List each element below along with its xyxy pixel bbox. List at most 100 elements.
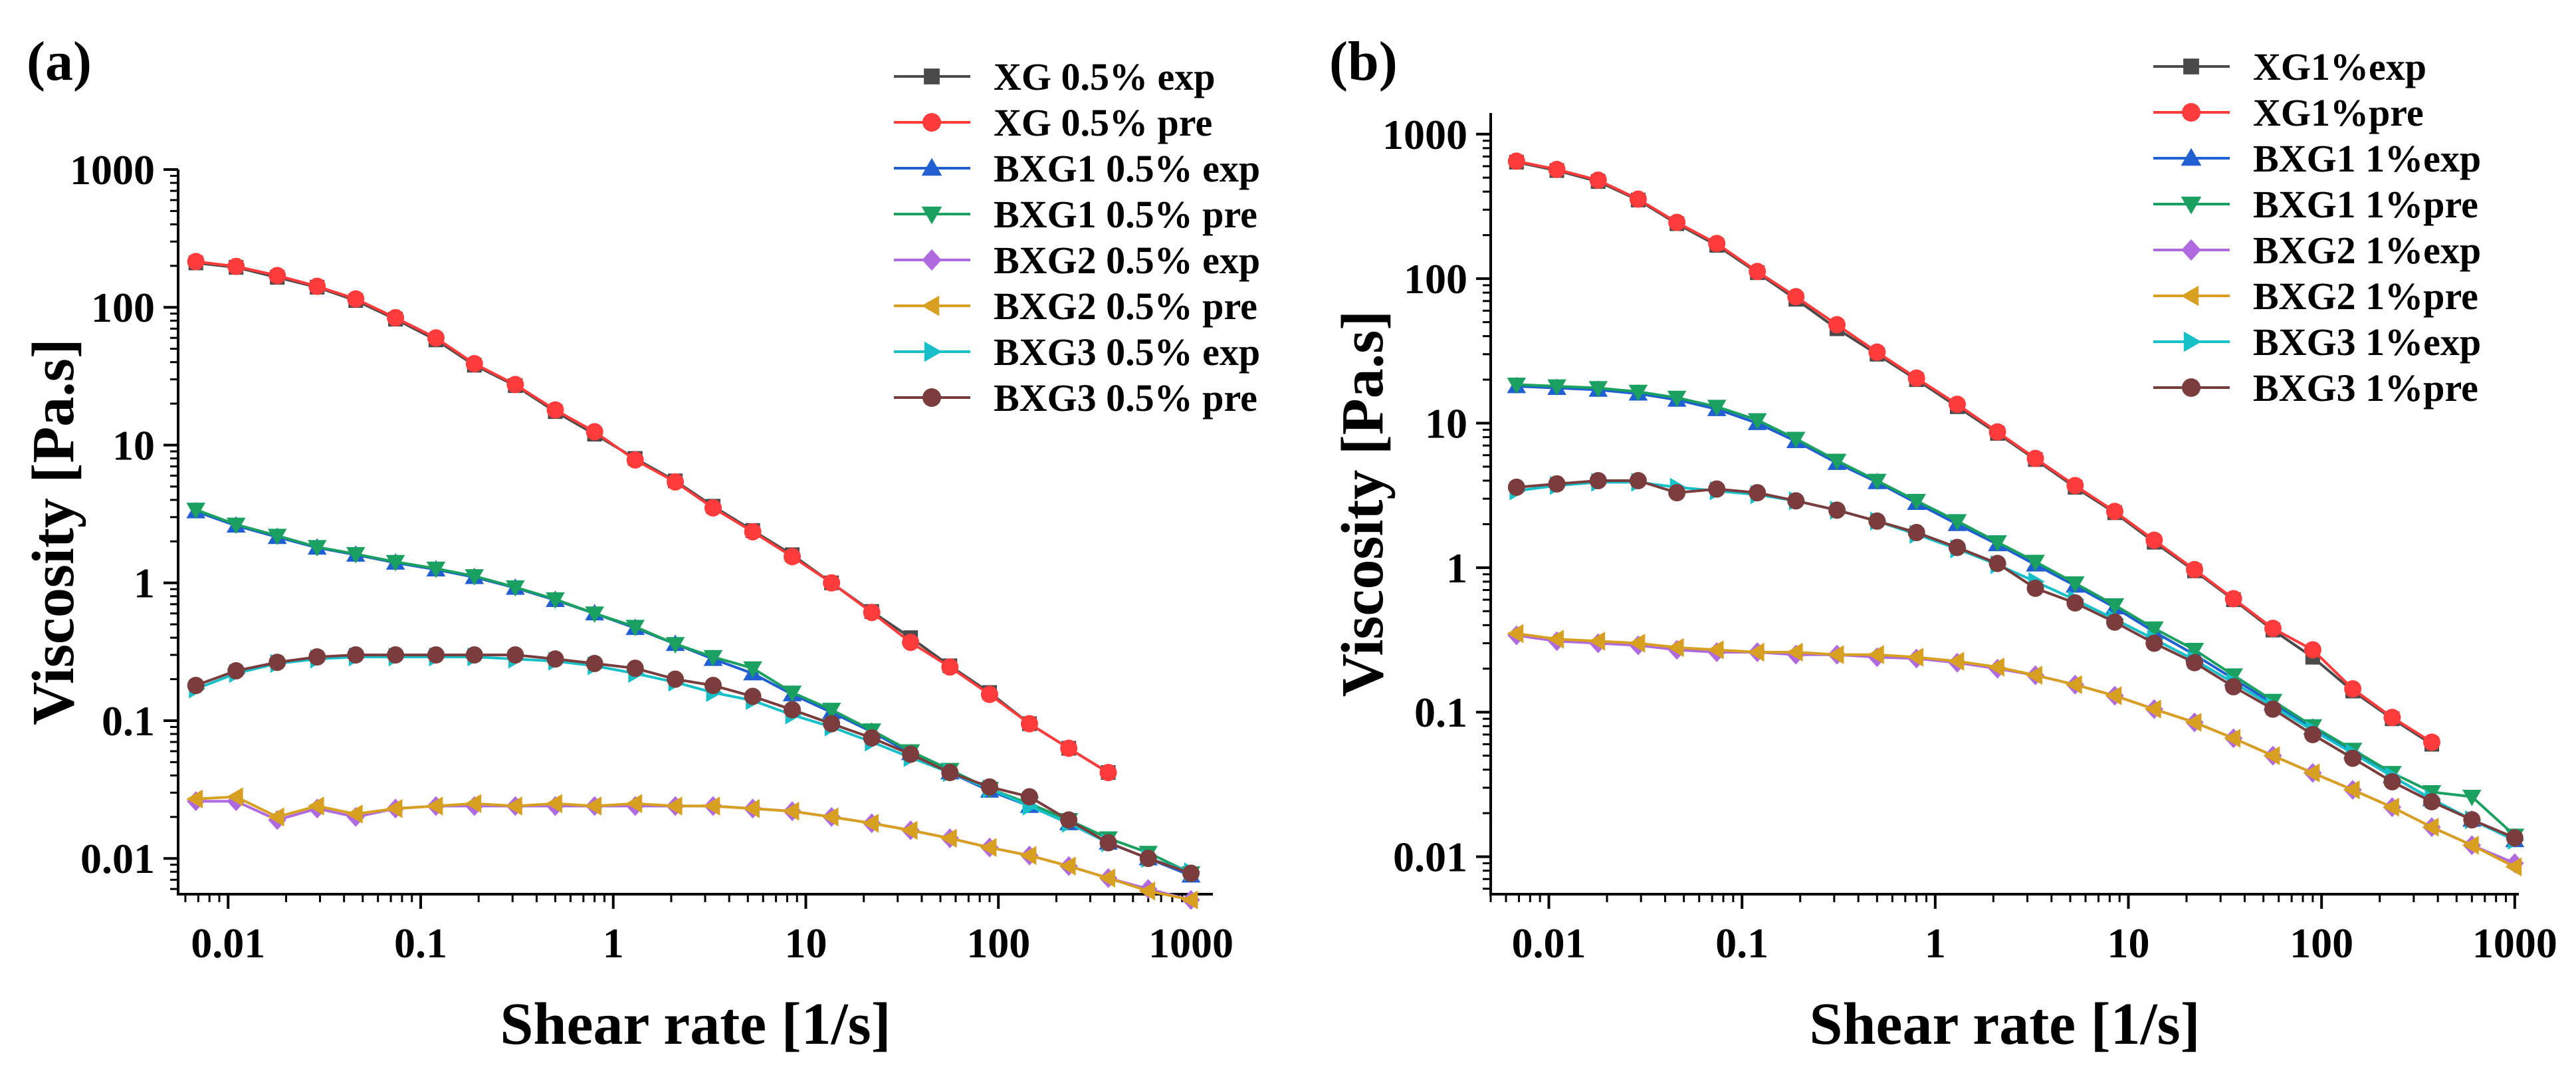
- data-point: [1707, 640, 1724, 660]
- y-tick-label: 0.01: [1393, 834, 1467, 881]
- data-point: [1181, 890, 1198, 909]
- data-point: [1787, 492, 1805, 510]
- y-tick-label: 1: [1446, 544, 1467, 592]
- legend-item: XG1%exp: [2153, 45, 2426, 88]
- data-point: [586, 423, 603, 441]
- legend-label: BXG3 0.5% exp: [994, 330, 1260, 374]
- data-point: [2186, 560, 2204, 578]
- x-tick-label: 1000: [1148, 919, 1234, 967]
- data-point: [2383, 797, 2399, 817]
- data-point: [585, 606, 604, 623]
- data-point: [1547, 379, 1566, 396]
- legend-marker: [2181, 196, 2202, 215]
- data-point: [902, 745, 920, 763]
- data-point: [2026, 554, 2045, 572]
- legend-marker: [2181, 148, 2202, 166]
- data-point: [665, 637, 685, 654]
- legend-label: XG1%pre: [2253, 91, 2424, 134]
- data-point: [585, 796, 602, 816]
- data-point: [268, 267, 286, 285]
- data-point: [1988, 554, 2006, 572]
- data-point: [940, 828, 957, 848]
- data-point: [1907, 648, 1924, 667]
- x-tick-label: 100: [966, 919, 1030, 967]
- data-point: [2383, 773, 2401, 790]
- data-point: [1708, 480, 1726, 498]
- data-point: [743, 798, 760, 818]
- data-point: [1668, 484, 1686, 502]
- legend-marker: [921, 158, 942, 176]
- legend-item: BXG2 0.5% pre: [894, 285, 1257, 328]
- data-point: [2264, 700, 2282, 718]
- data-point: [2145, 621, 2164, 638]
- data-point: [2344, 680, 2362, 698]
- data-point: [1588, 381, 1608, 398]
- series-line: [195, 510, 1192, 877]
- data-point: [2224, 668, 2243, 685]
- minor-ticks: [170, 174, 1184, 902]
- data-point: [506, 580, 525, 597]
- data-point: [1507, 624, 1524, 644]
- data-point: [2145, 531, 2163, 549]
- data-point: [2145, 634, 2163, 652]
- data-point: [1707, 400, 1727, 417]
- data-point: [1988, 658, 2004, 677]
- data-point: [465, 646, 483, 664]
- data-point: [465, 569, 484, 586]
- series-line: [1516, 384, 2516, 842]
- legend-label: XG 0.5% exp: [994, 55, 1216, 98]
- legend-label: BXG2 0.5% pre: [994, 285, 1257, 328]
- y-axis-title: Viscosity [Pa.s]: [21, 338, 86, 725]
- data-point: [821, 703, 841, 719]
- data-point: [782, 801, 800, 821]
- data-point: [1020, 846, 1037, 866]
- data-point: [2185, 713, 2202, 732]
- data-point: [863, 604, 881, 622]
- x-tick-label: 0.1: [1715, 919, 1769, 967]
- data-point: [2105, 613, 2123, 631]
- data-point: [2066, 576, 2085, 593]
- data-point: [2026, 449, 2044, 467]
- data-point: [227, 661, 245, 679]
- data-point: [2506, 829, 2523, 847]
- legend-item: BXG3 1%pre: [2153, 366, 2478, 410]
- data-point: [784, 701, 802, 719]
- series-xg-0-5-exp: [188, 255, 1116, 781]
- data-point: [387, 308, 405, 326]
- data-point: [1507, 152, 1525, 170]
- y-tick-label: 0.01: [80, 835, 155, 882]
- data-point: [1907, 524, 1925, 542]
- series-line: [195, 656, 1192, 874]
- data-point: [1827, 453, 1847, 471]
- minor-ticks: [1483, 140, 2508, 902]
- data-point: [1947, 652, 1965, 671]
- data-point: [2066, 594, 2084, 612]
- data-point: [1988, 423, 2006, 441]
- series-bxg3-1-pre: [1507, 471, 2523, 847]
- y-tick-label: 0.1: [102, 697, 155, 745]
- legend-item: BXG3 1%exp: [2153, 320, 2481, 364]
- series-group: [186, 253, 1201, 910]
- data-point: [863, 729, 881, 747]
- series-bxg2-0-5-pre: [186, 787, 1198, 909]
- legend-marker: [2181, 239, 2201, 261]
- legend-label: BXG1 0.5% pre: [994, 193, 1257, 236]
- legend-label: BXG1 1%pre: [2253, 183, 2478, 226]
- legend-item: XG1%pre: [2153, 91, 2424, 134]
- data-point: [2185, 643, 2204, 660]
- legend-marker: [924, 341, 942, 362]
- data-point: [2105, 686, 2122, 705]
- data-point: [667, 670, 685, 688]
- data-point: [1589, 172, 1607, 189]
- data-point: [2343, 780, 2360, 800]
- data-point: [1060, 811, 1078, 829]
- data-point: [506, 646, 524, 664]
- legend-label: BXG3 1%pre: [2253, 366, 2478, 410]
- data-point: [506, 796, 522, 816]
- x-axis-title: Shear rate [1/s]: [500, 991, 891, 1057]
- data-point: [427, 329, 445, 347]
- y-tick-label: 1: [134, 560, 155, 607]
- data-point: [941, 658, 959, 676]
- series-bxg2-1-pre: [1507, 624, 2522, 877]
